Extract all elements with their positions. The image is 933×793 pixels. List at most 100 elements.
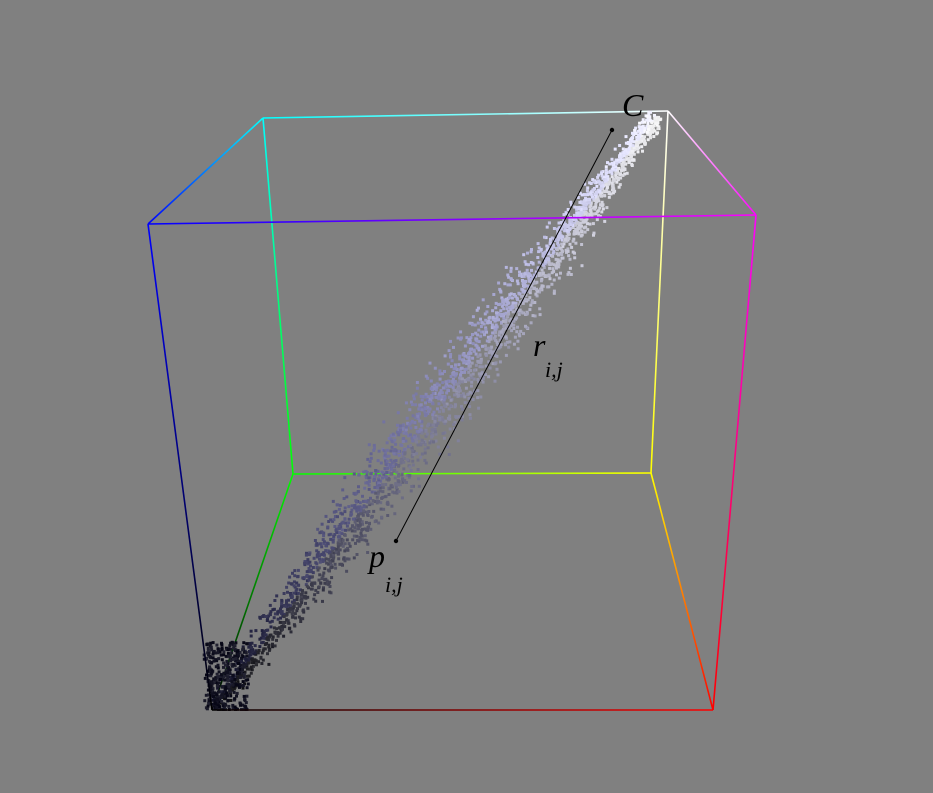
pixel-sample-point <box>296 575 300 579</box>
pixel-sample-point <box>487 351 491 355</box>
pixel-sample-point <box>596 209 600 213</box>
pixel-sample-point <box>428 441 432 445</box>
pixel-sample-point <box>606 161 609 165</box>
pixel-sample-point <box>338 503 342 507</box>
pixel-sample-point <box>394 459 398 463</box>
pixel-sample-point <box>567 229 571 233</box>
pixel-sample-point <box>306 561 310 565</box>
pixel-sample-point <box>353 504 357 508</box>
pixel-sample-point <box>390 445 394 449</box>
pixel-sample-point <box>218 690 222 694</box>
pixel-sample-point <box>249 665 253 669</box>
pixel-sample-point <box>481 380 485 384</box>
pixel-sample-point <box>361 494 364 498</box>
pixel-sample-point <box>211 656 215 660</box>
pixel-sample-point <box>224 687 228 691</box>
pixel-sample-point <box>288 575 292 579</box>
pixel-sample-point <box>485 310 489 314</box>
pixel-sample-point <box>557 226 561 230</box>
pixel-sample-point <box>397 490 401 494</box>
pixel-sample-point <box>355 534 359 538</box>
pixel-sample-point <box>404 439 408 443</box>
pixel-sample-point <box>645 114 649 118</box>
pixel-sample-point <box>473 323 477 327</box>
pixel-sample-point <box>610 172 614 176</box>
pixel-sample-point <box>345 557 349 561</box>
pixel-sample-point <box>565 235 569 238</box>
pixel-sample-point <box>345 524 349 528</box>
pixel-sample-point <box>463 344 467 348</box>
pixel-sample-point <box>536 242 540 246</box>
pixel-sample-point <box>472 348 476 352</box>
pixel-sample-point <box>295 592 299 596</box>
pixel-sample-point <box>336 503 339 507</box>
pixel-sample-point <box>580 224 584 228</box>
pixel-sample-point <box>607 177 611 181</box>
pixel-sample-point <box>281 627 284 631</box>
pixel-sample-point <box>360 538 364 542</box>
pixel-sample-point <box>327 562 331 566</box>
pixel-sample-point <box>384 483 388 486</box>
pixel-sample-point <box>384 461 388 465</box>
pixel-sample-point <box>401 427 405 431</box>
pixel-sample-point <box>646 127 650 131</box>
pixel-sample-point <box>525 312 529 316</box>
pixel-sample-point <box>322 571 326 575</box>
pixel-sample-point <box>216 666 220 670</box>
pixel-sample-point <box>479 334 483 338</box>
pixel-sample-point <box>363 486 367 490</box>
pixel-sample-point <box>473 368 476 372</box>
pixel-sample-point <box>378 486 382 490</box>
pixel-sample-point <box>447 349 451 353</box>
pixel-sample-point <box>372 509 376 513</box>
pixel-sample-point <box>364 499 368 503</box>
pixel-sample-point <box>226 662 230 665</box>
pixel-sample-point <box>339 525 343 529</box>
pixel-sample-point <box>215 693 219 697</box>
pixel-sample-point <box>581 205 585 209</box>
pixel-sample-point <box>250 668 254 672</box>
pixel-sample-point <box>509 269 513 273</box>
pixel-sample-point <box>383 495 387 499</box>
pixel-sample-point <box>509 266 513 270</box>
pixel-sample-point <box>296 602 300 606</box>
pixel-sample-point <box>428 361 432 365</box>
pixel-sample-point <box>367 443 371 447</box>
pixel-sample-point <box>653 116 657 120</box>
pixel-sample-point <box>216 663 220 667</box>
pixel-sample-point <box>599 186 603 190</box>
pixel-sample-point <box>604 183 608 187</box>
pixel-sample-point <box>328 550 332 554</box>
pixel-sample-point <box>594 194 598 198</box>
pixel-sample-point <box>400 496 404 500</box>
pixel-sample-point <box>409 433 413 437</box>
pixel-sample-point <box>392 449 396 453</box>
pixel-sample-point <box>437 410 441 414</box>
pixel-sample-point <box>524 293 528 297</box>
pixel-sample-point <box>300 594 304 598</box>
pixel-sample-point <box>359 512 362 516</box>
pixel-sample-point <box>286 608 290 612</box>
pixel-sample-point <box>456 439 460 443</box>
pixel-sample-point <box>422 440 426 444</box>
pixel-sample-point <box>444 384 448 388</box>
pixel-sample-point <box>559 227 563 231</box>
pixel-sample-point <box>342 557 346 561</box>
pixel-sample-point <box>592 197 596 201</box>
pixel-sample-point <box>610 157 614 161</box>
pixel-sample-point <box>542 253 546 257</box>
pixel-sample-point <box>504 297 508 301</box>
pixel-sample-point <box>627 146 631 150</box>
pixel-sample-point <box>376 486 380 490</box>
pixel-sample-point <box>555 273 558 277</box>
pixel-sample-point <box>343 510 347 514</box>
pixel-sample-point <box>390 467 394 471</box>
pixel-sample-point <box>638 121 642 125</box>
pixel-sample-point <box>450 359 454 363</box>
pixel-sample-point <box>597 173 601 177</box>
pixel-sample-point <box>390 461 394 465</box>
pixel-sample-point <box>315 549 319 553</box>
pixel-sample-point <box>215 684 219 688</box>
pixel-sample-point <box>632 146 636 150</box>
pixel-sample-point <box>605 206 609 210</box>
